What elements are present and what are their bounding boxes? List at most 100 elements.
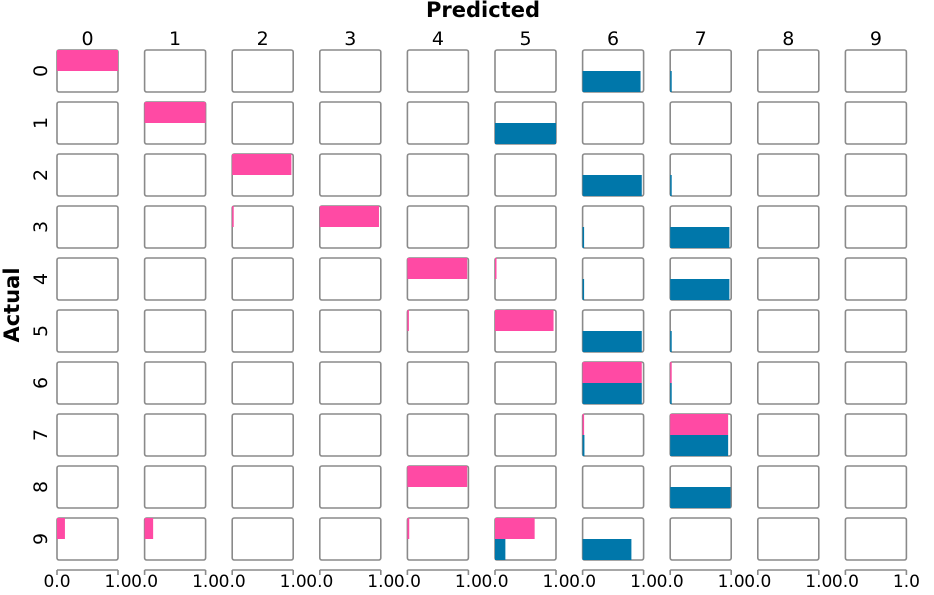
panel-7-0: [56, 413, 119, 457]
x-tick-label-4-0: 0.0: [394, 572, 421, 591]
bar-pink-a6-p6: [582, 362, 642, 383]
predicted-label-1: 1: [169, 28, 181, 50]
x-tick-label-5-1: 1.0: [542, 572, 569, 591]
predicted-label-4: 4: [432, 28, 444, 50]
panel-7-9: [844, 413, 908, 457]
panel-9-8: [756, 517, 820, 561]
panel-7-2: [231, 413, 294, 457]
x-tick-label-6-0: 0.0: [569, 572, 596, 591]
bar-blue-a5-p7: [670, 331, 672, 352]
panel-3-0: [56, 205, 119, 249]
bar-blue-a2-p6: [582, 175, 642, 196]
panel-8-9: [844, 465, 908, 509]
panel-1-4: [406, 101, 470, 145]
bar-blue-a4-p6: [582, 279, 585, 300]
panel-0-5: [494, 49, 557, 93]
panel-8-1: [143, 465, 207, 509]
panel-3-5: [494, 205, 557, 249]
panel-7-6: [581, 413, 645, 457]
actual-label-9: 9: [30, 533, 52, 545]
actual-label-0: 0: [30, 65, 52, 77]
x-tick-label-2-0: 0.0: [219, 572, 246, 591]
panel-0-3: [318, 49, 382, 93]
panel-5-8: [756, 309, 820, 353]
bar-pink-a9-p1: [144, 518, 154, 539]
bar-pink-a4-p5: [495, 258, 497, 279]
panel-4-6: [581, 257, 645, 301]
bar-blue-a1-p5: [495, 123, 556, 144]
panel-9-4: [406, 517, 470, 561]
panel-1-2: [231, 101, 294, 145]
x-tick-label-9-1: 1.0: [893, 572, 920, 591]
panel-0-1: [143, 49, 207, 93]
panel-7-1: [143, 413, 207, 457]
x-tick-label-6-1: 1.0: [630, 572, 657, 591]
predicted-label-7: 7: [695, 28, 707, 50]
x-tick-label-7-1: 1.0: [718, 572, 745, 591]
panel-6-3: [318, 361, 382, 405]
bar-pink-a9-p5: [495, 518, 535, 539]
y-axis-title: Actual: [0, 267, 24, 342]
panel-3-9: [844, 205, 908, 249]
panel-9-1: [143, 517, 207, 561]
panel-7-4: [406, 413, 470, 457]
panel-3-2: [231, 205, 294, 249]
x-tick-label-0-1: 1.0: [104, 572, 131, 591]
x-tick-label-0-0: 0.0: [43, 572, 70, 591]
panel-9-7: [669, 517, 733, 561]
x-tick-label-4-1: 1.0: [455, 572, 482, 591]
x-tick-label-3-1: 1.0: [367, 572, 394, 591]
panel-4-0: [56, 257, 119, 301]
bar-blue-a9-p5: [495, 539, 506, 560]
bar-blue-a0-p7: [670, 71, 672, 92]
panel-7-8: [756, 413, 820, 457]
panel-5-0: [56, 309, 119, 353]
panel-5-1: [143, 309, 207, 353]
actual-label-6: 6: [30, 377, 52, 389]
bar-blue-a0-p6: [582, 71, 641, 92]
bar-blue-a5-p6: [582, 331, 642, 352]
panel-0-8: [756, 49, 820, 93]
panel-2-4: [406, 153, 470, 197]
bar-pink-a5-p4: [407, 310, 409, 331]
bar-pink-a6-p7: [670, 362, 672, 383]
panel-9-3: [318, 517, 382, 561]
bar-pink-a3-p3: [319, 206, 379, 227]
panel-3-1: [143, 205, 207, 249]
x-tick-label-5-0: 0.0: [481, 572, 508, 591]
predicted-label-3: 3: [344, 28, 356, 50]
panel-0-9: [844, 49, 908, 93]
panel-5-4: [406, 309, 470, 353]
bar-blue-a9-p6: [582, 539, 632, 560]
panel-6-0: [56, 361, 119, 405]
panel-grid: [56, 49, 908, 561]
bar-pink-a0-p0: [57, 50, 118, 71]
bar-blue-a6-p6: [582, 383, 642, 404]
panel-2-9: [844, 153, 908, 197]
panel-2-1: [143, 153, 207, 197]
bar-blue-a2-p7: [670, 175, 672, 196]
panel-7-3: [318, 413, 382, 457]
panel-8-3: [318, 465, 382, 509]
panel-6-9: [844, 361, 908, 405]
panel-6-7: [669, 361, 733, 405]
panel-0-7: [669, 49, 733, 93]
x-tick-label-9-0: 0.0: [832, 572, 859, 591]
panel-1-6: [581, 101, 645, 145]
actual-label-2: 2: [30, 169, 52, 181]
predicted-label-5: 5: [519, 28, 531, 50]
predicted-label-8: 8: [782, 28, 794, 50]
panel-3-4: [406, 205, 470, 249]
bar-pink-a7-p6: [582, 414, 585, 435]
actual-label-7: 7: [30, 429, 52, 441]
panel-2-7: [669, 153, 733, 197]
panel-4-8: [756, 257, 820, 301]
predicted-label-0: 0: [81, 28, 93, 50]
actual-label-1: 1: [30, 117, 52, 129]
bar-blue-a3-p6: [582, 227, 585, 248]
panel-6-8: [756, 361, 820, 405]
bar-blue-a6-p7: [670, 383, 672, 404]
x-axis-title: Predicted: [426, 0, 540, 22]
